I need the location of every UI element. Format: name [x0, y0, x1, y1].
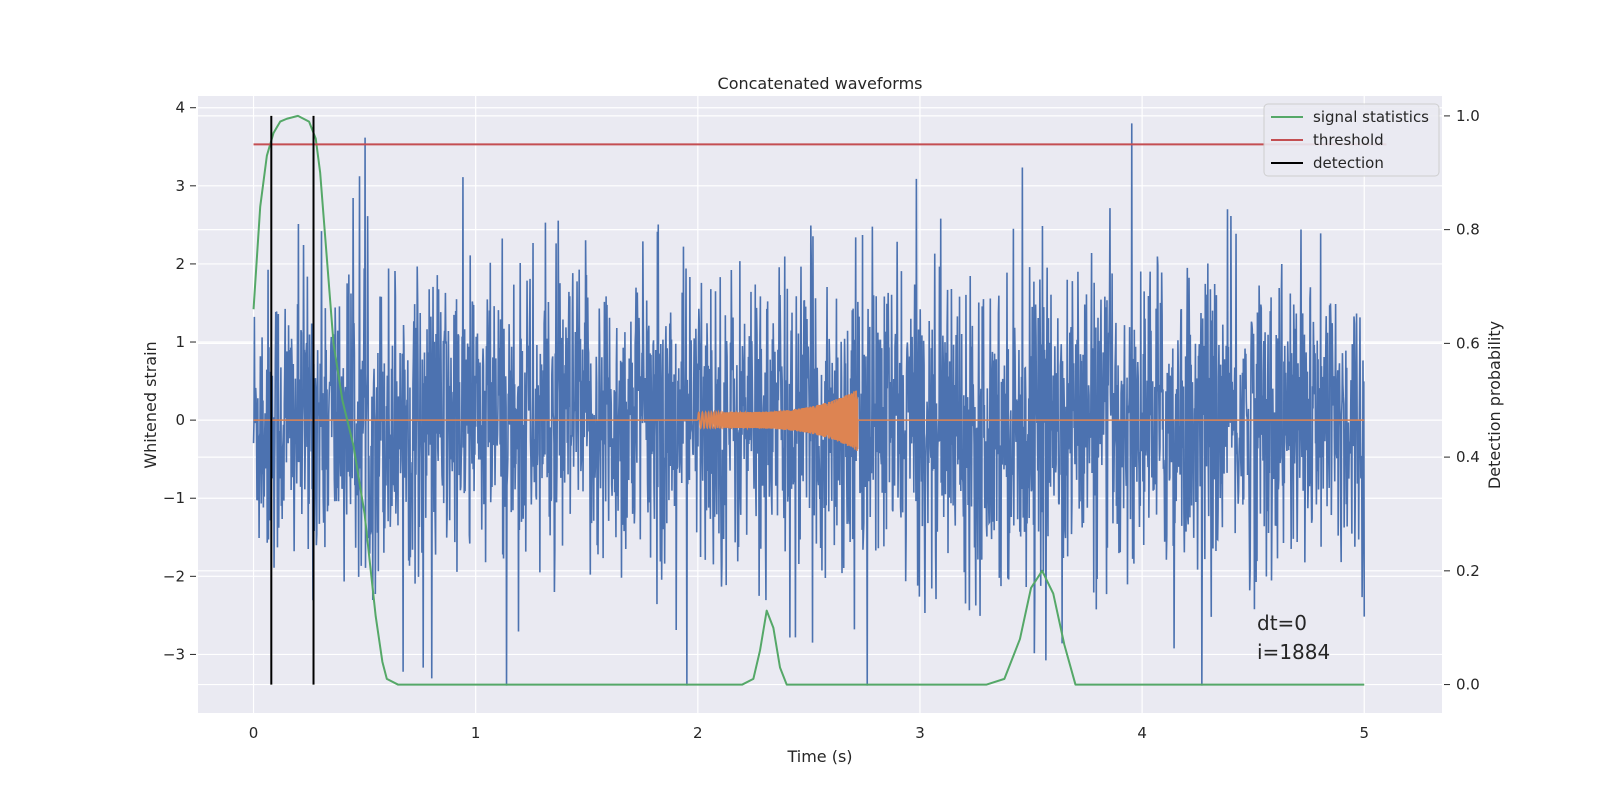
legend-label-threshold: threshold [1313, 131, 1384, 149]
series-chirp-line [253, 390, 1365, 451]
y-right-tick-label: 0.2 [1456, 562, 1480, 580]
annotation-i: i=1884 [1257, 640, 1330, 664]
x-tick-label: 5 [1359, 724, 1369, 742]
y-left-tick-label: 3 [175, 177, 185, 195]
x-tick-label: 3 [915, 724, 925, 742]
annotation-dt: dt=0 [1257, 611, 1307, 635]
y-right-tick-label: 0.8 [1456, 221, 1480, 239]
y-right-tick-label: 1.0 [1456, 107, 1480, 125]
x-tick-label: 4 [1137, 724, 1147, 742]
y-left-tick-label: 1 [175, 333, 185, 351]
legend: signal statistics threshold detection [1263, 103, 1440, 177]
x-tick-label: 1 [471, 724, 481, 742]
chart-title: Concatenated waveforms [718, 74, 923, 93]
y-left-tick-label: 2 [175, 255, 185, 273]
y-axis-right-label: Detection probability [1485, 321, 1504, 489]
y-right-tick-label: 0.4 [1456, 448, 1480, 466]
series-signal-statistics-line [252, 114, 1365, 686]
y-right-tick-label: 0.6 [1456, 334, 1480, 352]
y-left-tick-label: −3 [163, 645, 185, 663]
legend-box [1263, 103, 1440, 177]
y-left-tick-label: −1 [163, 489, 185, 507]
y-left-tick-label: 0 [175, 411, 185, 429]
y-axis-left-label: Whitened strain [141, 341, 160, 468]
y-left-tick-label: 4 [175, 99, 185, 117]
y-left-tick-label: −2 [163, 567, 185, 585]
legend-label-detection: detection [1313, 154, 1384, 172]
x-tick-label: 0 [249, 724, 259, 742]
series-noise-line [252, 123, 1366, 686]
legend-label-signal-statistics: signal statistics [1313, 108, 1429, 126]
x-axis-label: Time (s) [786, 747, 852, 766]
x-tick-label: 2 [693, 724, 703, 742]
series-layer [252, 114, 1387, 686]
y-right-tick-label: 0.0 [1456, 676, 1480, 694]
ticks: 0 1 2 3 4 5 −3 −2 −1 0 1 2 3 4 0.0 0.2 0.4 0.6 0.8 1.0 [163, 99, 1480, 742]
